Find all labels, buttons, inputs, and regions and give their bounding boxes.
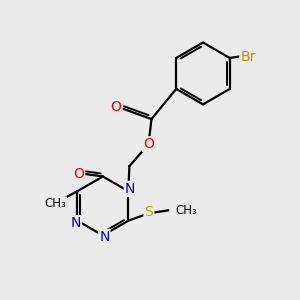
Text: Br: Br [240,50,256,64]
Text: O: O [73,167,84,181]
Text: O: O [143,137,154,151]
Text: CH₃: CH₃ [44,197,66,210]
Text: N: N [71,216,81,230]
Text: N: N [125,182,135,196]
Text: S: S [145,205,153,219]
Text: O: O [111,100,122,114]
Text: N: N [99,230,110,244]
Text: CH₃: CH₃ [176,204,197,217]
